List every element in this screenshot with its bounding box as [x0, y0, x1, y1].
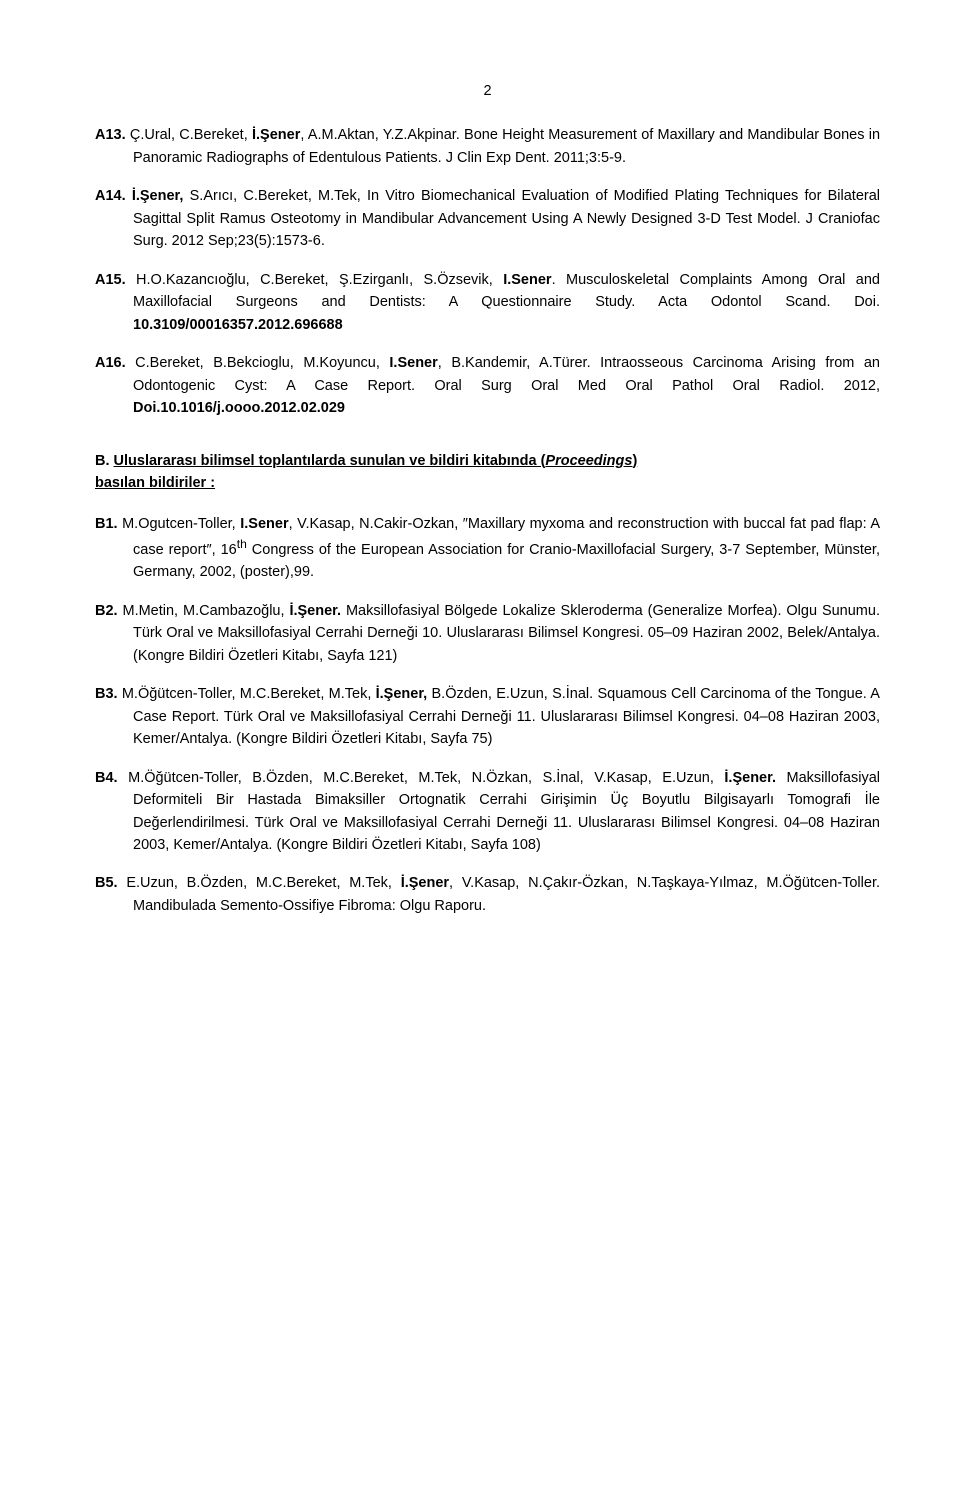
reference-entry-b1: B1. M.Ogutcen-Toller, I.Sener, V.Kasap, … [95, 513, 880, 584]
reference-entry-a14: A14. İ.Şener, S.Arıcı, C.Bereket, M.Tek,… [95, 185, 880, 252]
page-number: 2 [95, 80, 880, 102]
reference-entry-a16: A16. C.Bereket, B.Bekcioglu, M.Koyuncu, … [95, 352, 880, 419]
entries-bottom-container: B1. M.Ogutcen-Toller, I.Sener, V.Kasap, … [95, 513, 880, 918]
entries-top-container: A13. Ç.Ural, C.Bereket, İ.Şener, A.M.Akt… [95, 124, 880, 419]
reference-entry-b4: B4. M.Öğütcen-Toller, B.Özden, M.C.Berek… [95, 767, 880, 857]
reference-entry-a13: A13. Ç.Ural, C.Bereket, İ.Şener, A.M.Akt… [95, 124, 880, 169]
reference-entry-b5: B5. E.Uzun, B.Özden, M.C.Bereket, M.Tek,… [95, 872, 880, 917]
reference-entry-a15: A15. H.O.Kazancıoğlu, C.Bereket, Ş.Ezirg… [95, 269, 880, 336]
reference-entry-b3: B3. M.Öğütcen-Toller, M.C.Bereket, M.Tek… [95, 683, 880, 750]
section-b-heading: B. Uluslararası bilimsel toplantılarda s… [95, 450, 880, 495]
reference-entry-b2: B2. M.Metin, M.Cambazoğlu, İ.Şener. Maks… [95, 600, 880, 667]
